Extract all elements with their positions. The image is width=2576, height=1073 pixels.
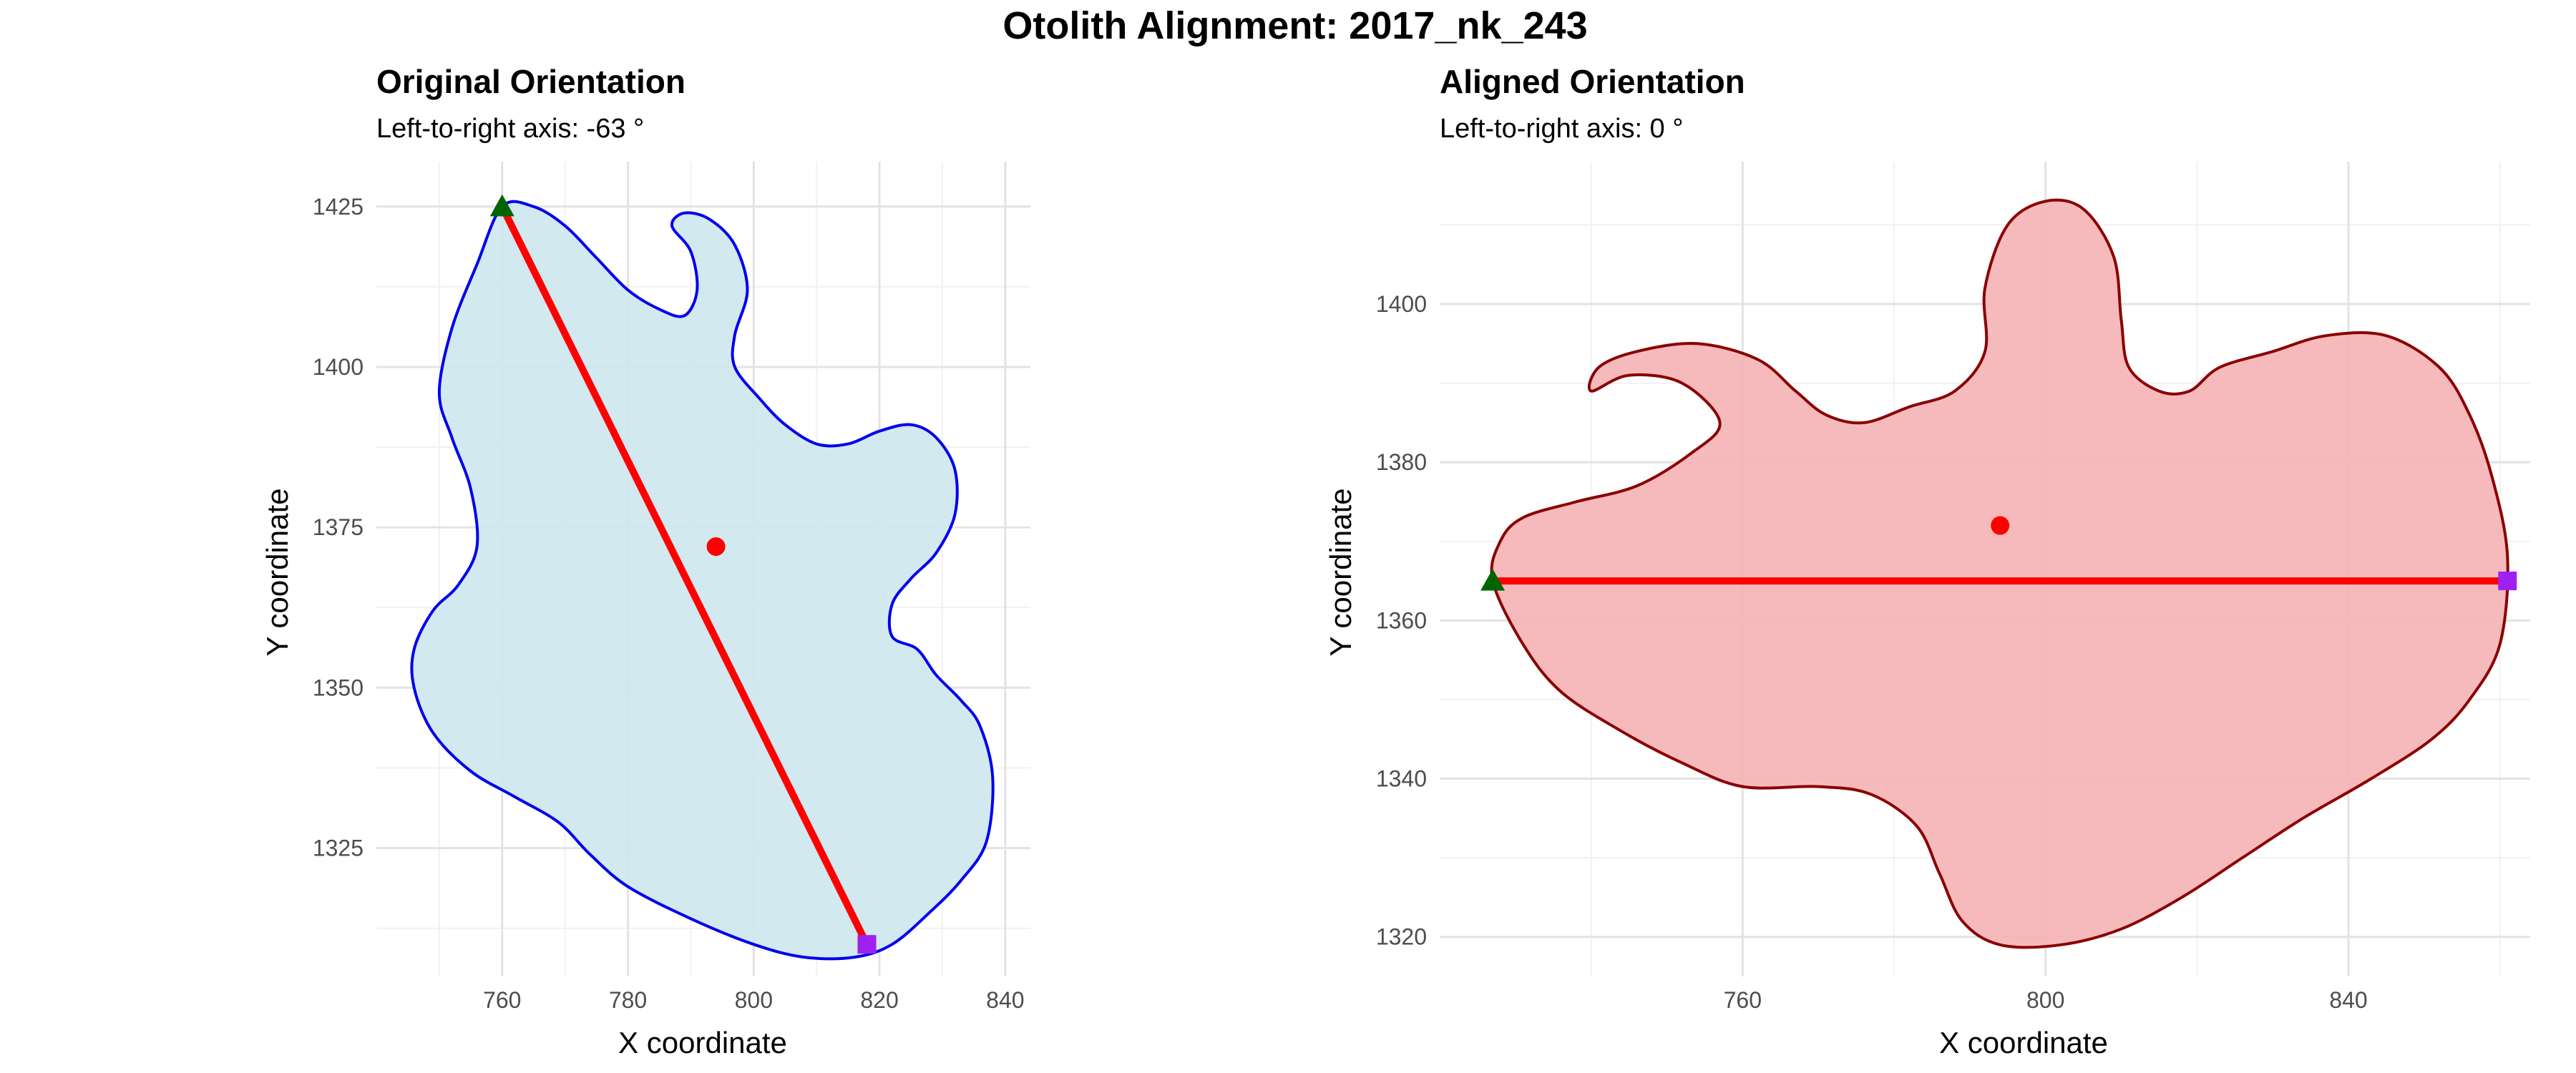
panel-title-original: Original Orientation — [376, 63, 686, 100]
y-tick-label-4: 1400 — [1376, 291, 1427, 317]
x-tick-label-4: 840 — [986, 987, 1024, 1013]
figure-title: Otolith Alignment: 2017_nk_243 — [1002, 4, 1587, 47]
panel-original-orientation: Original Orientation Left-to-right axis:… — [260, 63, 1030, 1059]
x-tick-label-0: 760 — [1724, 987, 1762, 1013]
ticks-original: 760 780 800 820 840 1325 1350 1375 1400 1425 — [313, 194, 1025, 1013]
start-marker — [489, 194, 514, 217]
y-tick-label-1: 1350 — [313, 675, 364, 700]
x-tick-label-3: 820 — [860, 987, 898, 1013]
y-axis-label-aligned: Y coordinate — [1324, 488, 1357, 656]
end-marker — [857, 935, 877, 954]
panel-aligned-orientation: Aligned Orientation Left-to-right axis: … — [1324, 63, 2530, 1059]
panel-subtitle-aligned: Left-to-right axis: 0 ° — [1440, 114, 1683, 144]
y-tick-label-2: 1375 — [313, 514, 364, 540]
end-marker — [2498, 572, 2517, 591]
x-tick-label-1: 780 — [609, 987, 647, 1013]
x-axis-label-aligned: X coordinate — [1939, 1026, 2108, 1059]
x-tick-label-0: 760 — [483, 987, 521, 1013]
axis-line — [499, 205, 870, 946]
data-aligned — [1480, 198, 2517, 949]
otolith-outline — [410, 200, 995, 961]
y-tick-label-3: 1380 — [1376, 449, 1427, 475]
panel-subtitle-original: Left-to-right axis: -63 ° — [376, 114, 644, 144]
y-tick-label-3: 1400 — [313, 354, 364, 380]
ticks-aligned: 760 800 840 1320 1340 1360 1380 1400 — [1376, 291, 2368, 1013]
centroid-point — [706, 537, 726, 557]
y-tick-label-1: 1340 — [1376, 766, 1427, 792]
y-tick-label-4: 1425 — [313, 194, 364, 220]
x-tick-label-2: 800 — [735, 987, 773, 1013]
data-original — [410, 194, 995, 961]
panel-title-aligned: Aligned Orientation — [1440, 63, 1745, 100]
start-marker — [1480, 569, 1506, 591]
centroid-point — [1991, 516, 2010, 535]
x-tick-label-2: 840 — [2329, 987, 2367, 1013]
y-tick-label-0: 1320 — [1376, 924, 1427, 950]
x-tick-label-1: 800 — [2026, 987, 2064, 1013]
y-axis-label-original: Y coordinate — [260, 488, 294, 656]
y-tick-label-0: 1325 — [313, 836, 364, 861]
otolith-outline — [1490, 198, 2509, 949]
x-axis-label-original: X coordinate — [618, 1026, 787, 1059]
y-tick-label-2: 1360 — [1376, 607, 1427, 633]
